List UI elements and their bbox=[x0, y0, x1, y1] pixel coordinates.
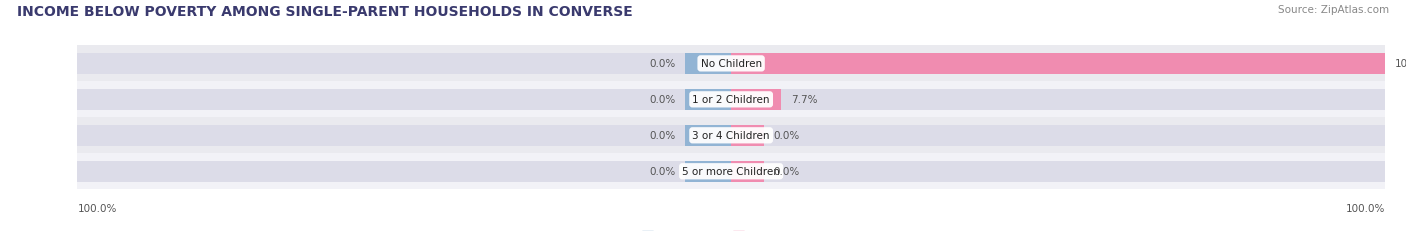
Text: 1 or 2 Children: 1 or 2 Children bbox=[692, 95, 770, 105]
Bar bbox=[685, 161, 731, 182]
Text: 0.0%: 0.0% bbox=[773, 167, 800, 176]
Bar bbox=[77, 46, 1385, 82]
Text: 0.0%: 0.0% bbox=[650, 95, 675, 105]
Text: 7.7%: 7.7% bbox=[792, 95, 818, 105]
Text: 100.0%: 100.0% bbox=[77, 203, 117, 213]
Text: Source: ZipAtlas.com: Source: ZipAtlas.com bbox=[1278, 5, 1389, 15]
Bar bbox=[685, 90, 731, 110]
Bar bbox=[77, 118, 1385, 154]
Text: 3 or 4 Children: 3 or 4 Children bbox=[692, 131, 770, 141]
Text: 100.0%: 100.0% bbox=[1346, 203, 1385, 213]
Text: 0.0%: 0.0% bbox=[650, 131, 675, 141]
Bar bbox=[731, 54, 1385, 74]
Bar bbox=[731, 161, 763, 182]
Text: 0.0%: 0.0% bbox=[650, 167, 675, 176]
Bar bbox=[77, 161, 1385, 182]
Bar bbox=[77, 90, 1385, 110]
Bar bbox=[77, 54, 1385, 74]
Text: 0.0%: 0.0% bbox=[650, 59, 675, 69]
Text: INCOME BELOW POVERTY AMONG SINGLE-PARENT HOUSEHOLDS IN CONVERSE: INCOME BELOW POVERTY AMONG SINGLE-PARENT… bbox=[17, 5, 633, 18]
Text: 0.0%: 0.0% bbox=[773, 131, 800, 141]
Bar bbox=[685, 54, 731, 74]
Text: 100.0%: 100.0% bbox=[1395, 59, 1406, 69]
Bar bbox=[77, 82, 1385, 118]
Legend: Single Father, Single Mother: Single Father, Single Mother bbox=[638, 226, 824, 231]
Bar bbox=[77, 154, 1385, 189]
Bar bbox=[731, 90, 782, 110]
Text: No Children: No Children bbox=[700, 59, 762, 69]
Bar bbox=[731, 125, 763, 146]
Text: 5 or more Children: 5 or more Children bbox=[682, 167, 780, 176]
Bar bbox=[685, 125, 731, 146]
Bar bbox=[77, 125, 1385, 146]
